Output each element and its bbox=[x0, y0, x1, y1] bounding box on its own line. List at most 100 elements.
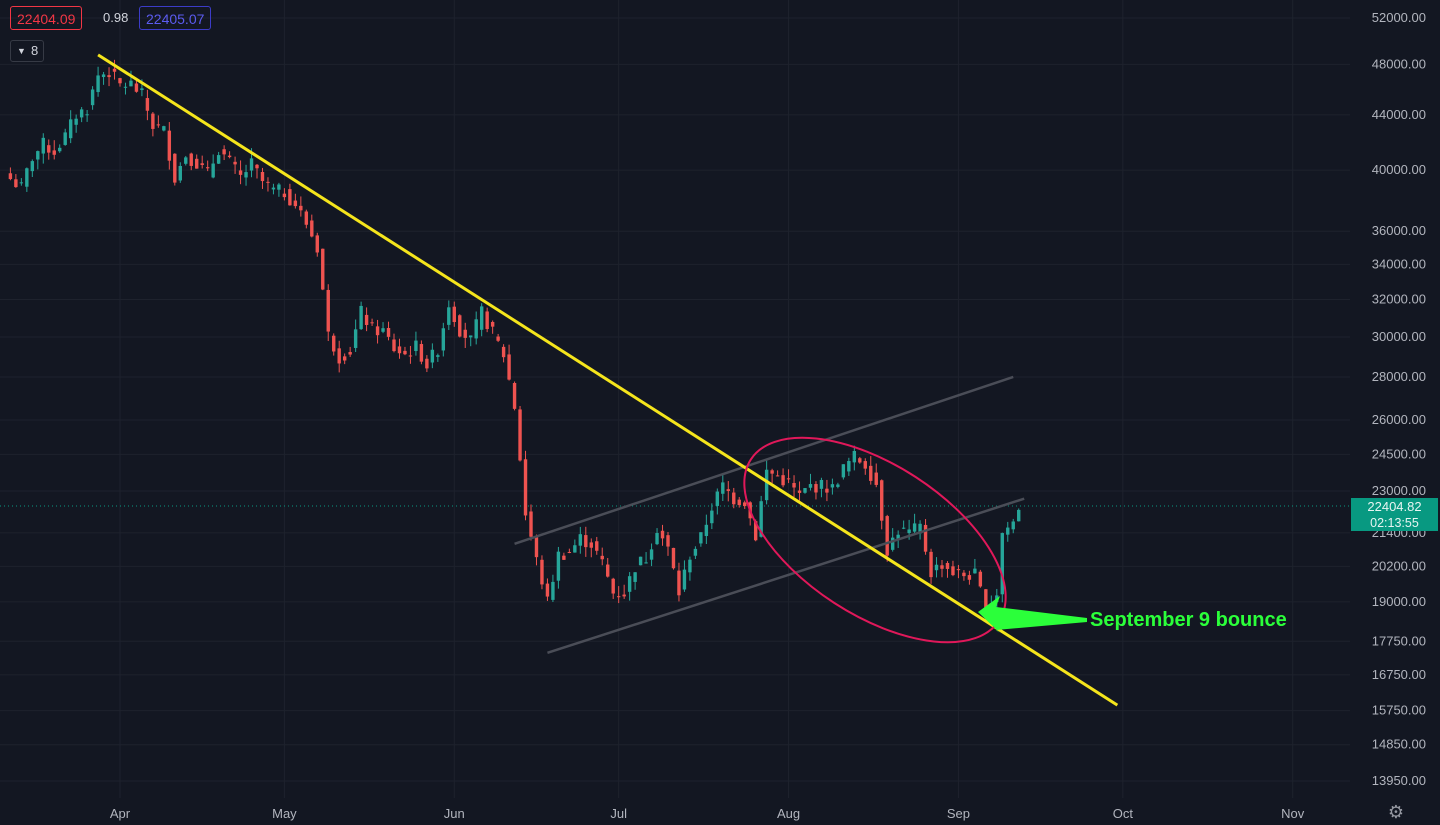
candle bbox=[786, 469, 791, 484]
candle bbox=[869, 456, 873, 485]
candle bbox=[803, 488, 807, 494]
candle bbox=[452, 301, 456, 327]
candle bbox=[600, 547, 604, 566]
candle bbox=[332, 333, 336, 356]
candle bbox=[200, 155, 204, 169]
candle bbox=[397, 338, 402, 359]
candle bbox=[129, 70, 133, 87]
yellow-trendline[interactable] bbox=[97, 53, 1119, 707]
y-tick-label: 44000.00 bbox=[1372, 107, 1426, 122]
candle bbox=[858, 456, 862, 464]
candle bbox=[923, 519, 928, 555]
candle bbox=[540, 555, 544, 590]
candle bbox=[890, 528, 895, 552]
candle bbox=[408, 345, 413, 364]
candle bbox=[151, 111, 155, 137]
candle bbox=[255, 164, 259, 179]
candlestick-series bbox=[8, 59, 1021, 620]
x-tick-label: Apr bbox=[110, 806, 131, 821]
candle bbox=[145, 89, 150, 121]
candle bbox=[622, 584, 626, 599]
candle bbox=[644, 552, 648, 564]
candle bbox=[781, 468, 785, 488]
candle bbox=[611, 577, 615, 599]
candle bbox=[1011, 518, 1015, 534]
candle bbox=[885, 514, 889, 562]
candle bbox=[551, 574, 555, 602]
y-tick-label: 28000.00 bbox=[1372, 369, 1426, 384]
candle bbox=[797, 481, 802, 501]
channel-lower-line[interactable] bbox=[547, 497, 1025, 655]
candle bbox=[671, 547, 676, 570]
candle bbox=[852, 445, 857, 471]
candle bbox=[819, 477, 824, 498]
candle bbox=[529, 504, 533, 541]
y-tick-label: 48000.00 bbox=[1372, 56, 1426, 71]
indicators-toggle-button[interactable]: ▼ 8 bbox=[10, 40, 44, 62]
candle bbox=[490, 320, 495, 334]
y-tick-label: 23000.00 bbox=[1372, 483, 1426, 498]
candle bbox=[918, 520, 922, 540]
candle bbox=[512, 381, 517, 411]
chart-drawings[interactable]: September 9 bounce bbox=[97, 53, 1287, 707]
candle bbox=[562, 552, 566, 560]
green-arrow[interactable] bbox=[978, 596, 1087, 633]
indicator-count: 8 bbox=[31, 43, 39, 58]
candle bbox=[167, 122, 172, 170]
candle bbox=[19, 178, 24, 186]
candle bbox=[321, 248, 325, 291]
candle bbox=[573, 539, 577, 553]
channel-upper-line[interactable] bbox=[514, 375, 1014, 545]
candle bbox=[556, 546, 561, 589]
bid-price-badge[interactable]: 22404.09 bbox=[10, 6, 83, 30]
candle bbox=[419, 340, 424, 365]
y-tick-label: 24500.00 bbox=[1372, 446, 1426, 461]
candle bbox=[90, 86, 95, 110]
candle bbox=[732, 487, 736, 509]
candle bbox=[880, 479, 884, 530]
candle bbox=[677, 562, 681, 602]
candle bbox=[123, 82, 128, 95]
candle bbox=[737, 497, 741, 508]
candle bbox=[63, 128, 67, 146]
highlight-ellipse[interactable] bbox=[710, 396, 1040, 683]
candle bbox=[277, 182, 281, 197]
countdown-tag: 02:13:55 bbox=[1351, 515, 1438, 531]
y-tick-label: 34000.00 bbox=[1372, 256, 1426, 271]
candle bbox=[847, 457, 851, 476]
candle bbox=[25, 167, 29, 192]
candle bbox=[699, 532, 703, 547]
candle bbox=[260, 167, 265, 189]
candle bbox=[68, 110, 73, 144]
candle bbox=[463, 322, 467, 348]
gear-icon[interactable]: ⚙ bbox=[1387, 802, 1405, 822]
candle bbox=[189, 152, 193, 171]
candle bbox=[107, 67, 111, 87]
candle bbox=[227, 151, 232, 159]
candle bbox=[436, 353, 440, 362]
candle bbox=[967, 570, 972, 585]
time-axis[interactable]: Apr May Jun Jul Aug Sep Oct Nov bbox=[110, 806, 1305, 821]
candle bbox=[14, 174, 18, 188]
candle bbox=[534, 534, 539, 566]
last-price-tag: 22404.82 bbox=[1351, 498, 1438, 515]
candle bbox=[775, 470, 780, 477]
candle bbox=[30, 159, 35, 178]
candle bbox=[474, 311, 478, 345]
ask-price-badge[interactable]: 22405.07 bbox=[139, 6, 212, 30]
x-tick-label: May bbox=[272, 806, 297, 821]
candle bbox=[271, 183, 276, 195]
candle bbox=[41, 133, 45, 164]
x-tick-label: Sep bbox=[947, 806, 970, 821]
price-axis[interactable]: 52000.00 48000.00 44000.00 40000.00 36000.00… bbox=[1372, 10, 1426, 788]
candle bbox=[74, 114, 78, 133]
x-tick-label: Oct bbox=[1113, 806, 1134, 821]
annotation-label: September 9 bounce bbox=[1090, 609, 1287, 631]
candle bbox=[1017, 508, 1021, 522]
candle bbox=[688, 556, 692, 581]
candle bbox=[863, 458, 867, 475]
candle bbox=[447, 300, 451, 331]
candle bbox=[962, 570, 966, 581]
candle bbox=[627, 572, 632, 601]
